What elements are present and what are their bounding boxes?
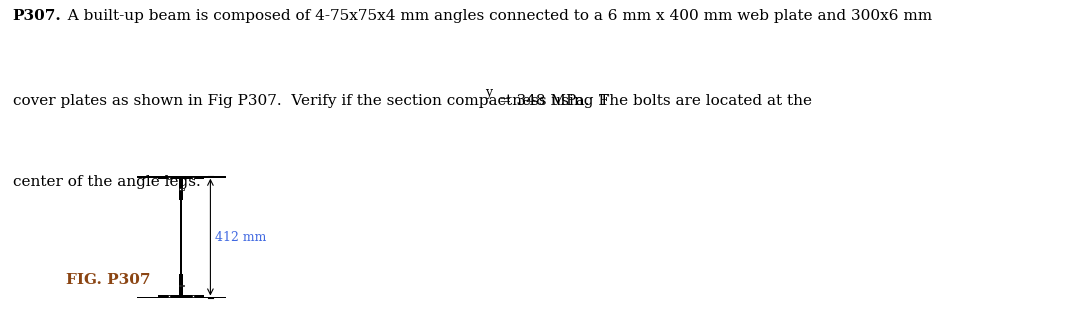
Bar [182,178,205,179]
Bar [179,285,180,286]
Text: = 348 MPa.  The bolts are located at the: = 348 MPa. The bolts are located at the [495,94,812,108]
Bar [182,178,183,200]
Bar [182,295,205,297]
Text: cover plates as shown in Fig P307.  Verify if the section compactness using F: cover plates as shown in Fig P307. Verif… [13,94,609,108]
Bar [192,177,194,179]
Bar [168,177,171,179]
Bar [182,274,183,297]
Bar [182,285,183,286]
Bar [158,178,180,179]
Bar [168,295,171,297]
Bar [158,295,180,297]
Bar [179,178,180,200]
Bar [179,274,180,297]
Text: center of the angle legs.: center of the angle legs. [13,175,200,189]
Text: P307.: P307. [13,9,62,23]
Bar [180,178,182,297]
Bar [192,295,194,297]
Text: y: y [485,86,491,99]
Bar [136,297,226,299]
Text: A built-up beam is composed of 4-75x75x4 mm angles connected to a 6 mm x 400 mm : A built-up beam is composed of 4-75x75x4… [58,9,932,23]
Bar [179,188,180,190]
Text: 412 mm: 412 mm [214,231,265,244]
Bar [182,188,183,190]
Text: FIG. P307: FIG. P307 [66,273,150,287]
Bar [136,176,226,178]
